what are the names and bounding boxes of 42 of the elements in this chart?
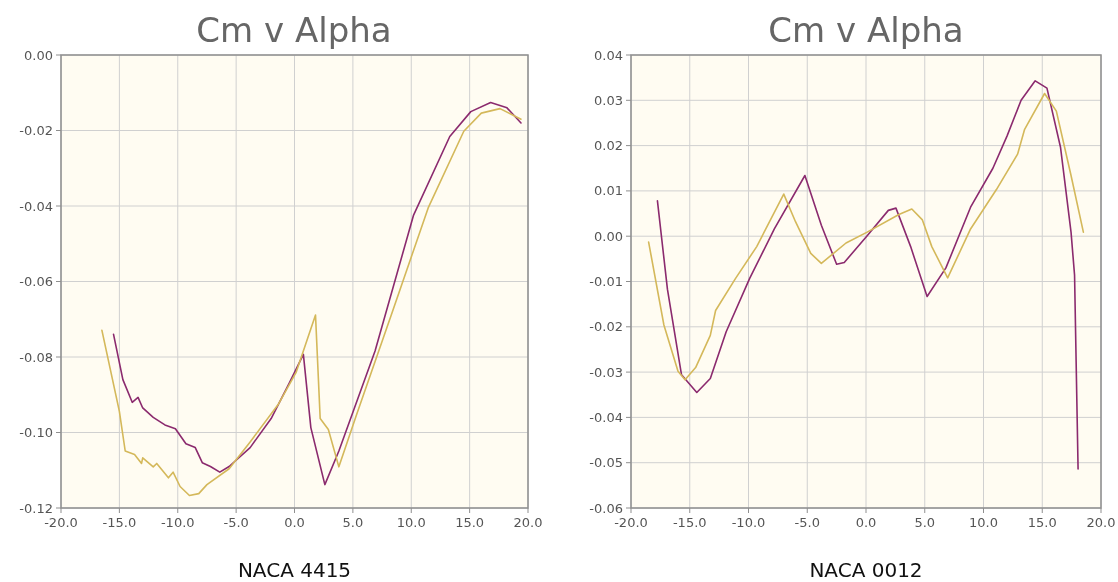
chart-title: Cm v Alpha [196,10,392,50]
x-tick-label: 5.0 [342,515,364,530]
y-tick-label: 0.00 [24,47,53,63]
x-axis-title: NACA 4415 [237,558,352,582]
chart-title: Cm v Alpha [768,10,964,50]
x-tick-label: -20.0 [614,515,648,530]
y-tick-label: -0.02 [589,319,623,335]
y-tick-label: -0.06 [589,500,623,516]
y-tick-label: -0.04 [589,409,623,425]
line-series [647,92,1085,381]
y-tick-label: 0.00 [594,228,623,244]
y-tick-label: -0.05 [589,455,623,471]
y-tick-label: -0.08 [19,349,53,365]
y-tick-label: 0.01 [594,183,623,199]
y-tick-label: -0.01 [589,274,623,290]
y-tick-label: -0.12 [19,500,53,516]
x-axis-title: NACA 0012 [809,558,923,582]
y-tick-label: -0.10 [19,425,53,441]
x-tick-label: 10.0 [969,515,998,530]
x-tick-label: 15.0 [455,515,485,530]
y-tick-label: -0.06 [19,274,53,290]
y-tick-label: 0.04 [594,47,623,63]
x-tick-label: 15.0 [1027,515,1057,530]
y-tick-label: 0.02 [594,138,623,154]
x-tick-label: -15.0 [672,515,707,530]
y-tick-label: 0.03 [594,92,623,108]
x-tick-label: -10.0 [160,515,195,530]
x-tick-label: -5.0 [794,515,820,530]
y-tick-label: -0.03 [589,364,623,380]
x-tick-label: 10.0 [396,515,426,530]
x-tick-label: -20.0 [44,515,78,530]
x-tick-label: 20.0 [1086,515,1116,530]
y-tick-label: -0.02 [19,123,53,139]
x-tick-label: -15.0 [102,515,137,530]
x-tick-label: 20.0 [513,515,543,530]
x-tick-label: 0.0 [855,515,877,530]
x-tick-label: -5.0 [223,515,249,530]
y-tick-label: -0.04 [19,198,53,214]
x-tick-label: -10.0 [731,515,766,530]
x-tick-label: 5.0 [914,515,936,530]
line-series [656,80,1079,470]
x-tick-label: 0.0 [284,515,305,530]
